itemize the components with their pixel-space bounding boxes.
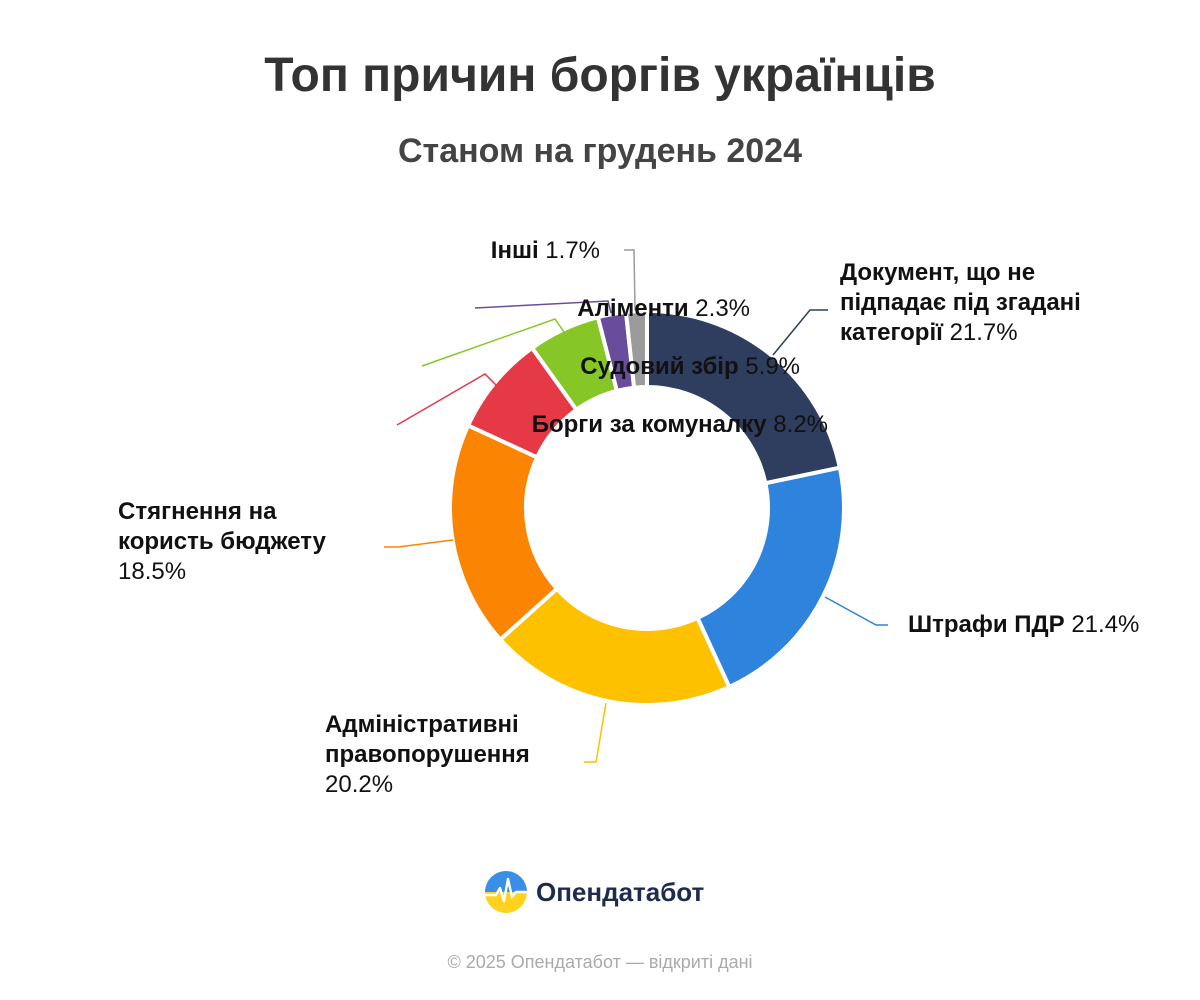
slice-label-value: 2.3% [695,295,750,322]
slice-label: Інші 1.7% [491,236,600,266]
opendatabot-logo-icon [485,871,527,913]
donut-slice [498,586,732,707]
slice-label: Судовий збір 5.9% [580,352,800,382]
slice-label-name: Стягнення на [118,498,277,525]
slice-label-value: 21.4% [1071,611,1140,638]
brand-logo: Опендатабот [484,869,704,915]
slice-label: Стягнення на користь бюджету 18.5% [118,497,326,587]
slice-label: Аліменти 2.3% [577,294,750,324]
donut-slice [623,309,649,390]
slice-label-name: Документ, що не [840,259,1036,286]
slice-label-value: 21.7% [949,319,1018,346]
leader-line [421,318,565,367]
donut-slices [448,309,846,707]
slice-label-value: 1.7% [545,237,600,264]
donut-slice [645,309,842,486]
donut-slice [695,465,846,689]
slice-label: Адміністративні правопорушення 20.2% [325,710,530,800]
leader-line [396,373,498,426]
slice-label-value: 20.2% [325,771,394,798]
leader-line [384,539,454,548]
slice-label: Документ, що не підпадає під згадані катег… [840,258,1081,348]
slice-label: Штрафи ПДР 21.4% [908,610,1139,640]
footer-copyright: © 2025 Опендатабот — відкриті дані [447,952,753,972]
slice-label-name: правопорушення [325,741,530,768]
slice-label-value: 8.2% [773,411,828,438]
slice-label-name: Борги за комуналку [531,411,767,438]
slice-label-name: підпадає під згадані [840,289,1081,316]
chart-subtitle: Станом на грудень 2024 [397,132,802,170]
leader-line [624,249,636,311]
leader-line [772,309,828,356]
slice-label-value: 18.5% [118,558,187,585]
leader-line [584,702,607,763]
slice-label-value: 5.9% [745,353,800,380]
donut-chart [384,249,888,763]
brand-name: Опендатабот [536,876,705,907]
slice-label-name: Судовий збір [580,353,739,380]
slice-label: Борги за комуналку 8.2% [532,410,828,440]
chart-title: Топ причин боргів українців [264,49,936,102]
leader-lines [384,249,888,763]
slice-label-name: Аліменти [577,295,689,322]
slice-label-name: Інші [490,237,539,264]
leader-line [824,596,888,626]
slice-label-name: категорії [840,319,943,346]
slice-label-name: Штрафи ПДР [908,611,1065,638]
slice-label-name: користь бюджету [118,528,326,555]
leader-line [474,300,612,314]
slice-label-name: Адміністративні [325,711,519,738]
